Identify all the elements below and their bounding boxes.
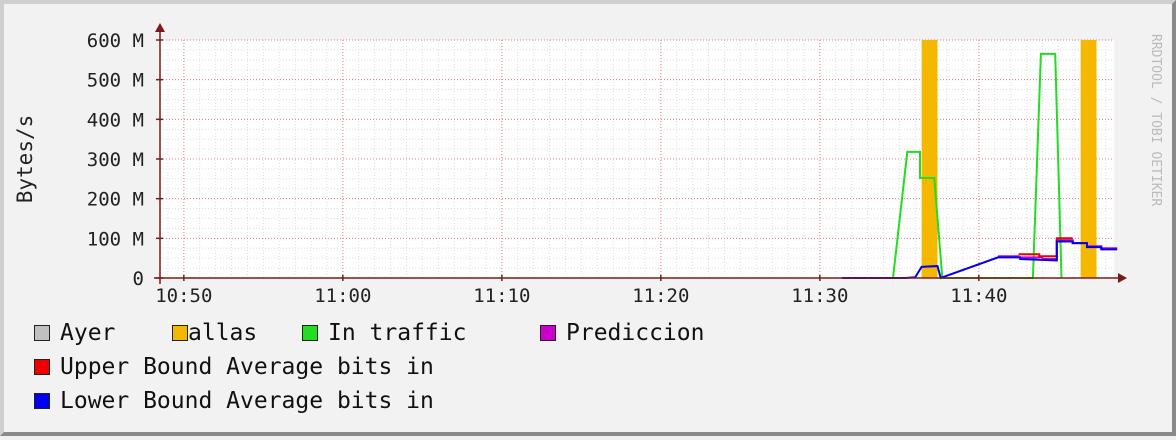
x-tick-label: 11:00 xyxy=(314,285,371,307)
legend-swatch xyxy=(540,325,556,341)
legend-swatch xyxy=(34,393,50,409)
allas-bar xyxy=(921,40,938,278)
y-tick-label: 500 M xyxy=(87,70,144,92)
x-tick-label: 11:30 xyxy=(791,285,848,307)
y-tick-label: 400 M xyxy=(87,109,144,131)
x-axis-arrow xyxy=(1118,273,1127,283)
series-line xyxy=(1018,237,1073,258)
rrd-graph: 0 100 M 200 M 300 M 400 M 500 M 600 M 10:50 11:0… xyxy=(13,23,1163,307)
series-line xyxy=(842,52,1063,279)
legend-swatch xyxy=(34,359,50,375)
legend-item-upper-bound: Upper Bound Average bits in xyxy=(34,354,434,380)
legend-label: Ayer xyxy=(60,320,116,346)
allas-bar xyxy=(1080,40,1097,278)
legend-item-lower-bound: Lower Bound Average bits in xyxy=(34,388,434,414)
legend-item-ayer: Ayer xyxy=(34,320,115,346)
x-tick-label: 11:40 xyxy=(950,285,1007,307)
y-tick-label: 600 M xyxy=(87,30,144,52)
legend-item-allas: allas xyxy=(172,320,257,346)
y-tick-label: 100 M xyxy=(87,228,144,250)
y-tick-label: 200 M xyxy=(87,189,144,211)
legend-swatch xyxy=(172,325,188,341)
legend-label: allas xyxy=(188,320,258,346)
series-line xyxy=(842,240,1118,280)
legend-swatch xyxy=(302,325,318,341)
x-tick-label: 11:10 xyxy=(473,285,530,307)
legend-item-in-traffic: In traffic xyxy=(302,320,466,346)
watermark: RRDTOOL / TOBI OETIKER xyxy=(1148,34,1163,206)
y-axis-arrow xyxy=(155,23,165,32)
legend-label: In traffic xyxy=(328,320,467,346)
legend-swatch xyxy=(34,325,50,341)
x-tick-label: 10:50 xyxy=(155,285,212,307)
legend-label: Upper Bound Average bits in xyxy=(60,354,434,380)
y-axis-label: Bytes/s xyxy=(13,115,37,204)
y-tick-label: 0 xyxy=(133,268,144,290)
x-tick-label: 11:20 xyxy=(632,285,689,307)
legend-item-prediccion: Prediccion xyxy=(540,320,704,346)
y-tick-label: 300 M xyxy=(87,149,144,171)
legend-label: Lower Bound Average bits in xyxy=(60,388,434,414)
legend-label: Prediccion xyxy=(566,320,705,346)
